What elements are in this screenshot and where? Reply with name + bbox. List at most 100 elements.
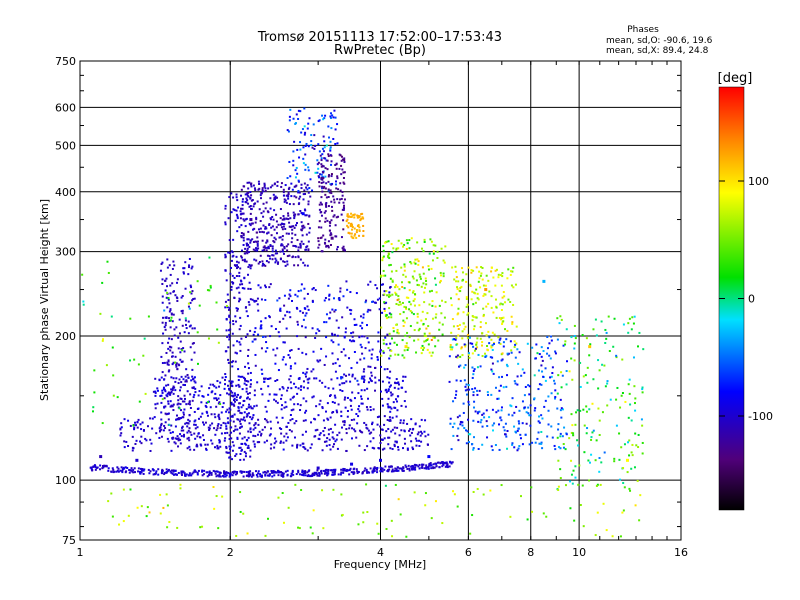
scatter-point [451, 426, 454, 429]
scatter-point [353, 216, 356, 219]
scatter-point [277, 496, 280, 499]
scatter-point [274, 252, 277, 255]
scatter-point [255, 218, 258, 221]
scatter-point [161, 371, 164, 374]
scatter-point [249, 431, 252, 434]
scatter-point [247, 412, 250, 415]
scatter-point [353, 428, 356, 431]
scatter-point [472, 394, 475, 397]
scatter-point [397, 353, 400, 356]
scatter-point [460, 346, 463, 349]
scatter-point [420, 430, 423, 433]
scatter-point [624, 400, 627, 403]
scatter-point [319, 432, 322, 435]
scatter-point [258, 208, 261, 211]
scatter-point [337, 403, 340, 406]
scatter-point [245, 217, 248, 220]
scatter-point [196, 473, 199, 476]
scatter-point [428, 464, 431, 467]
scatter-point [298, 202, 301, 205]
scatter-point [390, 394, 393, 397]
scatter-point [157, 473, 160, 476]
scatter-point [422, 322, 425, 325]
scatter-point [322, 176, 325, 179]
scatter-point [163, 361, 166, 364]
scatter-point [343, 204, 346, 207]
scatter-point [383, 307, 386, 310]
scatter-point [414, 258, 417, 261]
scatter-point [228, 393, 231, 396]
scatter-point [283, 406, 286, 409]
scatter-point [237, 261, 240, 264]
scatter-point [403, 356, 406, 359]
scatter-point [345, 432, 348, 435]
scatter-point [269, 257, 272, 260]
scatter-point [478, 410, 481, 413]
scatter-point [337, 297, 340, 300]
scatter-point [264, 298, 267, 301]
scatter-point [329, 311, 332, 314]
scatter-point [269, 244, 272, 247]
scatter-point [154, 391, 157, 394]
scatter-point [514, 283, 517, 286]
scatter-point [275, 232, 278, 235]
scatter-point [120, 426, 123, 429]
scatter-point [243, 382, 246, 385]
scatter-point [218, 471, 221, 474]
scatter-point [392, 401, 395, 404]
scatter-point [311, 300, 314, 303]
scatter-point [452, 325, 455, 328]
scatter-point [306, 305, 309, 308]
scatter-point [396, 331, 399, 334]
scatter-point [287, 195, 290, 198]
scatter-point [362, 234, 365, 237]
x-tick-label: 4 [377, 546, 384, 559]
scatter-point [249, 265, 252, 268]
scatter-point [171, 363, 174, 366]
scatter-point [252, 440, 255, 443]
scatter-point [620, 446, 623, 449]
scatter-point [131, 446, 134, 449]
scatter-point [387, 316, 390, 319]
scatter-point [540, 355, 543, 358]
scatter-point [170, 338, 173, 341]
scatter-point [477, 411, 480, 414]
scatter-point [365, 468, 368, 471]
scatter-point [308, 377, 311, 380]
scatter-point [327, 428, 330, 431]
scatter-point [240, 418, 243, 421]
scatter-point [484, 352, 487, 355]
scatter-point [161, 398, 164, 401]
scatter-point [249, 205, 252, 208]
scatter-point [345, 380, 348, 383]
scatter-point [248, 205, 251, 208]
scatter-point [134, 471, 137, 474]
scatter-point [257, 284, 260, 287]
scatter-point [215, 398, 218, 401]
scatter-point [325, 182, 328, 185]
scatter-point [239, 267, 242, 270]
scatter-point [520, 374, 523, 377]
scatter-point [343, 171, 346, 174]
scatter-point [144, 392, 147, 395]
scatter-point [511, 442, 514, 445]
scatter-point [444, 245, 447, 248]
scatter-point [483, 293, 486, 296]
scatter-point [467, 418, 470, 421]
scatter-point [160, 355, 163, 358]
scatter-point [243, 276, 246, 279]
scatter-point [319, 154, 322, 157]
scatter-point [249, 371, 252, 374]
scatter-point [572, 432, 575, 435]
scatter-point [339, 198, 342, 201]
scatter-point [257, 247, 260, 250]
scatter-point [306, 367, 309, 370]
scatter-point [454, 265, 457, 268]
scatter-point [421, 266, 424, 269]
scatter-point [472, 315, 475, 318]
scatter-point [82, 300, 85, 303]
scatter-point [160, 411, 163, 414]
scatter-point [391, 393, 394, 396]
scatter-point [282, 521, 285, 524]
scatter-point [591, 431, 594, 434]
